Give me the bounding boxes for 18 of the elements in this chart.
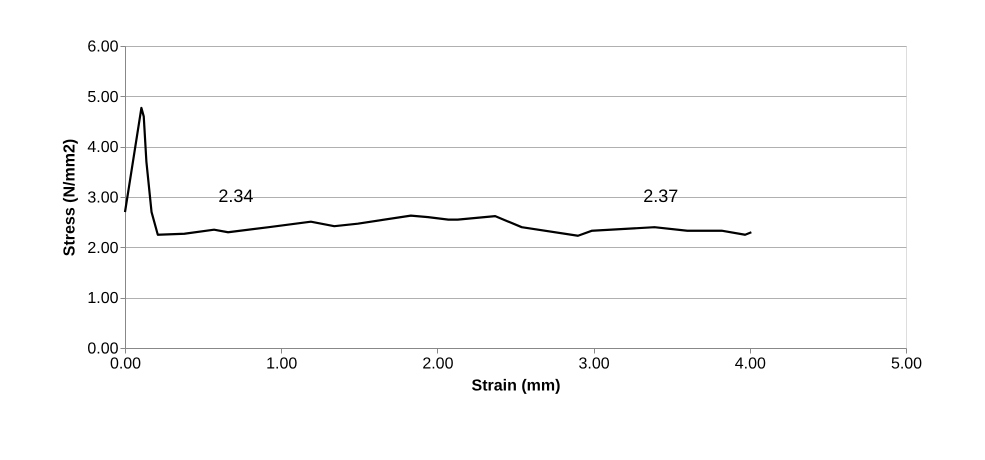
line-series [124, 106, 752, 237]
x-tick-label: 4.00 [734, 356, 766, 372]
annotation: 2.37 [643, 186, 678, 206]
annotation: 2.34 [218, 186, 254, 206]
y-tick-label: 1.00 [87, 290, 119, 308]
x-axis-title: Strain (mm) [472, 378, 560, 394]
y-tick-label: 6.00 [87, 38, 119, 56]
x-tick-label: 5.00 [890, 356, 922, 372]
y-axis-title: Stress (N/mm2) [61, 138, 78, 256]
y-tick-label: 4.00 [87, 139, 119, 156]
x-tick-label: 1.00 [266, 356, 298, 372]
y-tick-label: 3.00 [87, 190, 119, 206]
y-tick-label: 5.00 [87, 88, 119, 106]
x-tick-label: 0.00 [110, 356, 142, 372]
x-tick-label: 3.00 [578, 356, 610, 372]
y-tick-label: 0.00 [87, 340, 119, 358]
x-tick-label: 2.00 [422, 356, 454, 372]
y-tick-label: 2.00 [87, 240, 119, 257]
